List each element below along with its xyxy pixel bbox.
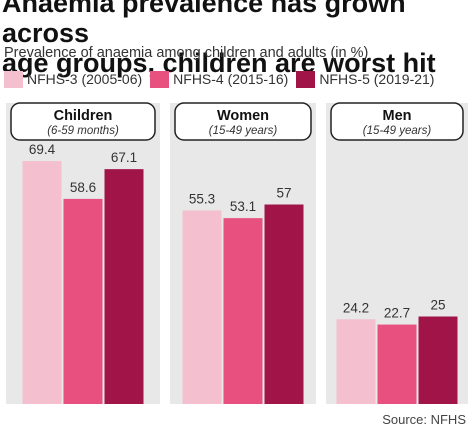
legend-label-nfhs-5: NFHS-5 (2019-21) xyxy=(319,71,435,87)
legend-item-nfhs-4: NFHS-4 (2015-16) xyxy=(150,70,289,88)
bar-children-nfhs-4 xyxy=(63,198,103,404)
value-label-children-nfhs-4: 58.6 xyxy=(70,180,96,195)
value-label-children-nfhs-5: 67.1 xyxy=(111,150,137,165)
group-label-women: Women xyxy=(217,108,269,124)
panel-header-men xyxy=(330,102,464,141)
value-label-women-nfhs-5: 57 xyxy=(276,186,291,201)
bar-women-nfhs-4 xyxy=(223,218,263,404)
title-line-1: Anaemia prevalence has grown across xyxy=(2,0,406,48)
value-label-men-nfhs-3: 24.2 xyxy=(343,300,369,315)
legend-item-nfhs-5: NFHS-5 (2019-21) xyxy=(296,70,435,88)
legend-swatch-nfhs-3 xyxy=(4,70,23,88)
value-label-men-nfhs-4: 22.7 xyxy=(384,306,410,321)
group-sublabel-women: (15-49 years) xyxy=(209,125,278,137)
bar-men-nfhs-3 xyxy=(336,319,376,404)
group-sublabel-men: (15-49 years) xyxy=(363,125,432,137)
bar-women-nfhs-3 xyxy=(182,210,222,404)
panel-header-women xyxy=(174,102,312,141)
legend-swatch-nfhs-5 xyxy=(296,70,316,88)
chart-subtitle: Prevalence of anaemia among children and… xyxy=(4,45,369,61)
bar-men-nfhs-5 xyxy=(418,316,458,404)
title-line-2: age groups, children are worst hit xyxy=(2,48,436,78)
value-label-men-nfhs-5: 25 xyxy=(430,298,445,313)
group-sublabel-children: (6-59 months) xyxy=(47,125,119,137)
legend-swatch-nfhs-4 xyxy=(150,70,170,88)
value-label-children-nfhs-3: 69.4 xyxy=(29,142,56,157)
legend-item-nfhs-3: NFHS-3 (2005-06) xyxy=(4,70,143,88)
panel-header-children xyxy=(10,102,156,141)
legend-label-nfhs-4: NFHS-4 (2015-16) xyxy=(173,71,289,87)
chart-title: Anaemia prevalence has grown across age … xyxy=(2,0,472,78)
value-label-women-nfhs-3: 55.3 xyxy=(189,191,215,206)
bar-men-nfhs-4 xyxy=(377,324,417,404)
bar-children-nfhs-5 xyxy=(104,169,144,404)
bar-children-nfhs-3 xyxy=(22,161,62,404)
legend-label-nfhs-3: NFHS-3 (2005-06) xyxy=(27,71,143,87)
group-label-children: Children xyxy=(54,108,113,124)
value-label-women-nfhs-4: 53.1 xyxy=(230,199,256,214)
group-label-men: Men xyxy=(383,108,412,124)
source-note: Source: NFHS xyxy=(382,412,466,427)
legend: NFHS-3 (2005-06) NFHS-4 (2015-16) NFHS-5… xyxy=(4,69,442,89)
bar-women-nfhs-5 xyxy=(264,204,304,404)
